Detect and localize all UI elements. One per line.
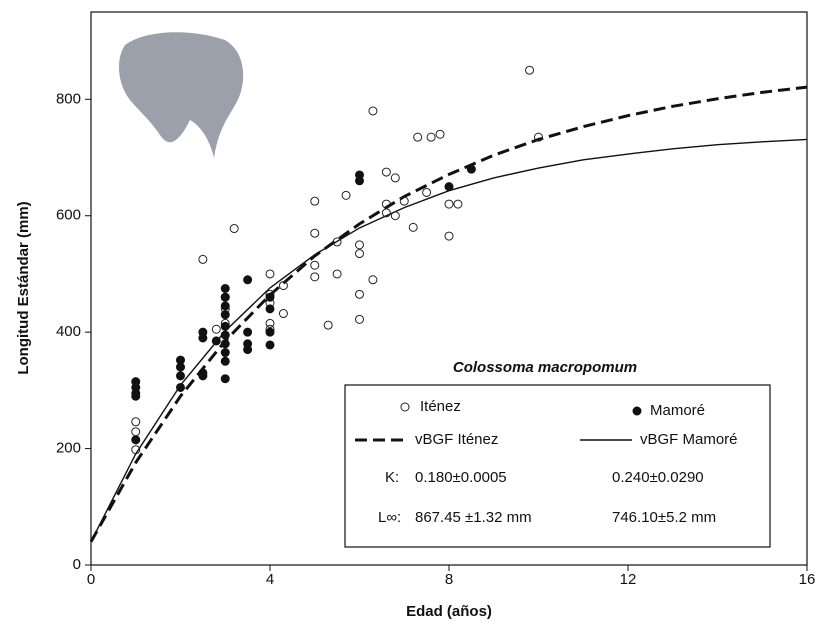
data-point [400, 197, 408, 205]
data-point [369, 107, 377, 115]
x-tick-label: 12 [620, 571, 637, 588]
data-point [177, 383, 185, 391]
legend-label: vBGF Mamoré [640, 431, 738, 448]
data-point [445, 200, 453, 208]
data-point [324, 321, 332, 329]
data-point [221, 322, 229, 330]
x-axis-title: Edad (años) [406, 603, 492, 620]
linf-value: 867.45 ±1.32 mm [415, 509, 532, 526]
data-point [199, 372, 207, 380]
data-point [311, 273, 319, 281]
legend-title: Colossoma macropomum [453, 359, 637, 376]
linf-value: 746.10±5.2 mm [612, 509, 716, 526]
fish-image [119, 32, 243, 158]
data-point [445, 183, 453, 191]
legend-label: Iténez [420, 398, 461, 415]
data-point [199, 255, 207, 263]
k-label: K: [385, 469, 399, 486]
data-point [356, 250, 364, 258]
data-point [177, 372, 185, 380]
data-point [266, 270, 274, 278]
data-point [526, 66, 534, 74]
data-point [132, 436, 140, 444]
data-point [221, 311, 229, 319]
data-point [333, 270, 341, 278]
data-point [427, 133, 435, 141]
data-point [356, 177, 364, 185]
data-point [132, 428, 140, 436]
data-point [369, 276, 377, 284]
data-point [230, 225, 238, 233]
data-point [212, 325, 220, 333]
data-point [391, 174, 399, 182]
data-point [342, 191, 350, 199]
data-point [221, 375, 229, 383]
data-point [454, 200, 462, 208]
data-point [221, 285, 229, 293]
data-point [311, 229, 319, 237]
data-point [356, 315, 364, 323]
data-point [221, 302, 229, 310]
data-point [221, 331, 229, 339]
data-point [266, 305, 274, 313]
data-point [221, 340, 229, 348]
data-point [311, 261, 319, 269]
y-axis-title: Longitud Estándar (mm) [15, 201, 32, 374]
data-point [221, 349, 229, 357]
x-tick-label: 0 [87, 571, 95, 588]
data-point [212, 337, 220, 345]
data-point [132, 392, 140, 400]
y-tick-label: 800 [56, 90, 81, 107]
data-point [467, 165, 475, 173]
data-point [132, 418, 140, 426]
legend-label: Mamoré [650, 402, 705, 419]
k-value: 0.180±0.0005 [415, 469, 507, 486]
y-tick-label: 0 [73, 556, 81, 573]
data-point [445, 232, 453, 240]
x-tick-label: 16 [799, 571, 816, 588]
data-point [414, 133, 422, 141]
data-point [356, 290, 364, 298]
data-point [177, 363, 185, 371]
data-point [311, 197, 319, 205]
data-point [279, 310, 287, 318]
data-point [244, 328, 252, 336]
data-point [382, 168, 390, 176]
data-point [244, 346, 252, 354]
data-point [244, 276, 252, 284]
chart: Edad (años) Longitud Estándar (mm) Colos… [0, 0, 817, 625]
data-point [266, 328, 274, 336]
data-point [436, 130, 444, 138]
data-point [409, 223, 417, 231]
data-point [423, 188, 431, 196]
y-tick-label: 200 [56, 440, 81, 457]
data-point [356, 241, 364, 249]
y-tick-label: 400 [56, 323, 81, 340]
x-tick-label: 4 [266, 571, 274, 588]
data-point [199, 334, 207, 342]
k-value: 0.240±0.0290 [612, 469, 704, 486]
data-point [266, 341, 274, 349]
linf-label: L∞: [378, 509, 401, 526]
y-tick-label: 600 [56, 207, 81, 224]
legend-marker [633, 407, 641, 415]
data-point [391, 212, 399, 220]
data-point [266, 293, 274, 301]
data-point [221, 357, 229, 365]
data-point [221, 293, 229, 301]
legend-label: vBGF Iténez [415, 431, 498, 448]
x-tick-label: 8 [445, 571, 453, 588]
